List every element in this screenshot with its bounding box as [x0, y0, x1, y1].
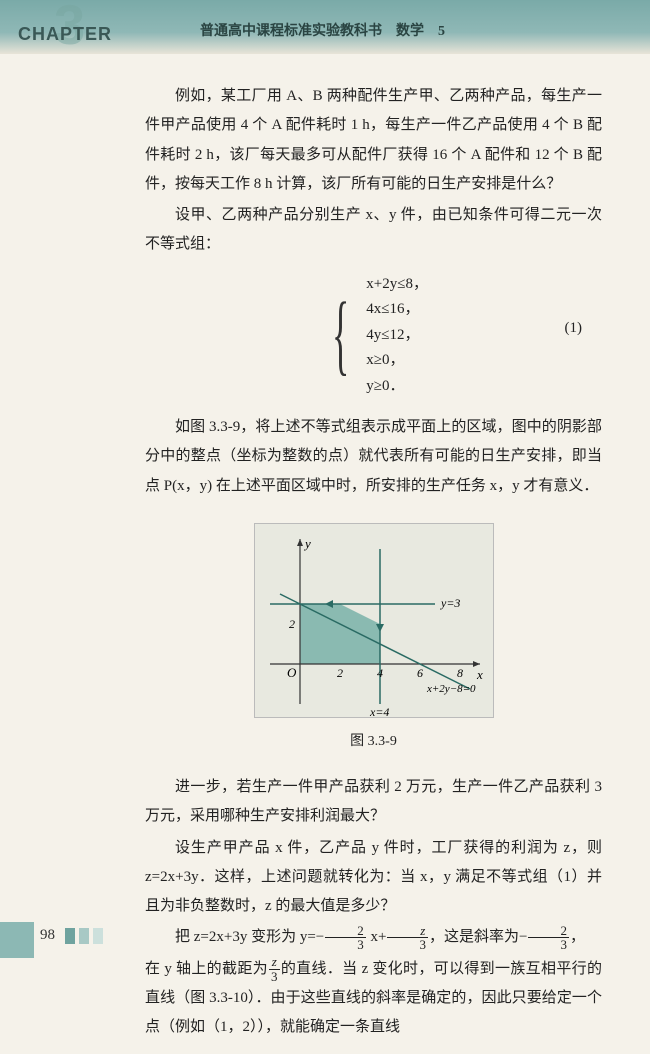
figure-3-3-9: 2 4 6 8 2 O y x y=3 x=4 x+2y−8=0: [254, 523, 494, 718]
paragraph-7: 在 y 轴上的截距为z3的直线．当 z 变化时，可以得到一族互相平行的直线（图 …: [145, 955, 602, 1043]
fraction-3: 23: [528, 924, 569, 952]
footer-square-icon: [65, 928, 75, 944]
paragraph-5: 设生产甲产品 x 件，乙产品 y 件时，工厂获得的利润为 z，则 z=2x+3y…: [145, 834, 602, 922]
xtick-6: 6: [417, 666, 423, 680]
paragraph-4: 进一步，若生产一件甲产品获利 2 万元，生产一件乙产品获利 3 万元，采用哪种生…: [145, 773, 602, 832]
fraction-4: z3: [269, 955, 280, 983]
equation-number: (1): [565, 314, 583, 343]
equation-lines: x+2y≤8， 4x≤16， 4y≤12， x≥0， y≥0．: [366, 272, 428, 400]
line-label-x4: x=4: [369, 705, 389, 719]
paragraph-3: 如图 3.3-9，将上述不等式组表示成平面上的区域，图中的阴影部分中的整点（坐标…: [145, 413, 602, 501]
p6-d: ，: [570, 929, 585, 945]
chapter-label: CHAPTER: [18, 24, 112, 45]
x-axis-label: x: [476, 667, 483, 682]
eq-line-4: x≥0，: [366, 348, 428, 374]
page-footer: 98: [40, 927, 103, 944]
p7-a: 在 y 轴上的截距为: [145, 961, 268, 977]
line-label-diag: x+2y−8=0: [426, 683, 476, 695]
eq-line-3: 4y≤12，: [366, 323, 428, 349]
equation-system-1: { x+2y≤8， 4x≤16， 4y≤12， x≥0， y≥0． (1): [145, 272, 602, 400]
page-number: 98: [40, 927, 55, 944]
paragraph-1: 例如，某工厂用 A、B 两种配件生产甲、乙两种产品，每生产一件甲产品使用 4 个…: [145, 82, 602, 199]
header-title: 普通高中课程标准实验教科书 数学 5: [200, 20, 445, 40]
footer-square-icon: [93, 928, 103, 944]
xtick-2: 2: [337, 666, 343, 680]
xtick-4: 4: [377, 666, 383, 680]
origin-label: O: [287, 665, 297, 680]
left-brace-icon: {: [332, 290, 349, 380]
footer-band: [0, 922, 34, 958]
chart-svg: 2 4 6 8 2 O y x y=3 x=4 x+2y−8=0: [255, 524, 495, 719]
line-label-y3: y=3: [440, 596, 460, 610]
paragraph-6: 把 z=2x+3y 变形为 y=−23 x+z3，这是斜率为−23，: [145, 923, 602, 952]
eq-line-2: 4x≤16，: [366, 297, 428, 323]
eq-line-1: x+2y≤8，: [366, 272, 428, 298]
p6-a: 把 z=2x+3y 变形为 y=−: [175, 929, 324, 945]
xtick-8: 8: [457, 666, 463, 680]
page-header: 3 CHAPTER 普通高中课程标准实验教科书 数学 5: [0, 0, 650, 54]
y-axis-arrow-icon: [297, 539, 303, 546]
ytick-2: 2: [289, 617, 295, 631]
paragraph-2: 设甲、乙两种产品分别生产 x、y 件，由已知条件可得二元一次不等式组：: [145, 201, 602, 260]
fraction-2: z3: [387, 924, 428, 952]
page-content: 例如，某工厂用 A、B 两种配件生产甲、乙两种产品，每生产一件甲产品使用 4 个…: [0, 54, 650, 1054]
eq-line-5: y≥0．: [366, 374, 428, 400]
figure-container: 2 4 6 8 2 O y x y=3 x=4 x+2y−8=0: [145, 523, 602, 718]
fraction-1: 23: [325, 924, 366, 952]
p6-b: x+: [367, 929, 387, 945]
y-axis-label: y: [303, 536, 311, 551]
p6-c: ，这是斜率为−: [429, 929, 527, 945]
feasible-region: [300, 604, 380, 664]
footer-square-icon: [79, 928, 89, 944]
figure-caption: 图 3.3-9: [145, 728, 602, 755]
